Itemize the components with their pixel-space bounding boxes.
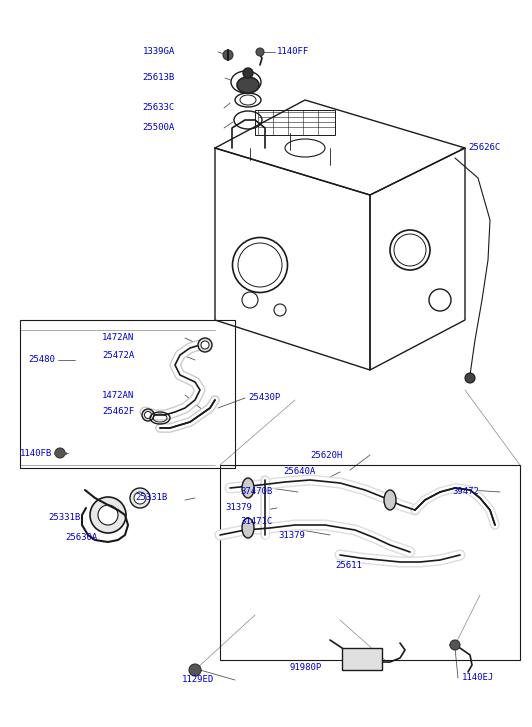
Circle shape (189, 664, 201, 676)
Text: 25500A: 25500A (143, 124, 175, 132)
Ellipse shape (242, 478, 254, 498)
Text: 25620H: 25620H (310, 451, 342, 459)
Ellipse shape (242, 518, 254, 538)
Circle shape (450, 640, 460, 650)
Text: 37470B: 37470B (240, 488, 272, 497)
Circle shape (243, 68, 253, 78)
Ellipse shape (198, 338, 212, 352)
Text: 25430P: 25430P (248, 393, 280, 403)
Ellipse shape (145, 411, 152, 419)
Text: 1140EJ: 1140EJ (462, 673, 494, 683)
Circle shape (130, 488, 150, 508)
Bar (20, 320, 235, 468)
Text: 25626C: 25626C (468, 143, 500, 153)
Text: 1472AN: 1472AN (102, 390, 134, 400)
Circle shape (55, 448, 65, 458)
Ellipse shape (201, 341, 209, 349)
Text: 25611: 25611 (335, 561, 362, 569)
Text: 31379: 31379 (225, 504, 252, 513)
Text: 25331B: 25331B (48, 513, 80, 523)
Bar (342, 648, 382, 670)
Text: 25480: 25480 (28, 356, 55, 364)
Text: 39472: 39472 (452, 488, 479, 497)
Circle shape (223, 50, 233, 60)
Bar (255, 110, 335, 135)
Circle shape (465, 373, 475, 383)
Circle shape (90, 497, 126, 533)
Text: 1140FF: 1140FF (277, 47, 309, 57)
Ellipse shape (231, 71, 261, 93)
Text: 1472AN: 1472AN (102, 334, 134, 342)
Text: 25633C: 25633C (143, 103, 175, 113)
Text: 25613B: 25613B (143, 73, 175, 82)
Circle shape (134, 492, 146, 504)
Text: 31471C: 31471C (240, 518, 272, 526)
Text: 91980P: 91980P (290, 664, 322, 672)
Text: 25472A: 25472A (102, 351, 134, 361)
Ellipse shape (235, 93, 261, 107)
Text: 25462F: 25462F (102, 408, 134, 417)
Text: 1339GA: 1339GA (143, 47, 175, 57)
Text: 1129ED: 1129ED (182, 675, 214, 685)
Ellipse shape (237, 77, 259, 93)
Circle shape (98, 505, 118, 525)
Text: 25331B: 25331B (135, 494, 167, 502)
Ellipse shape (384, 490, 396, 510)
Circle shape (256, 48, 264, 56)
Ellipse shape (142, 409, 154, 421)
Text: 1140FB: 1140FB (20, 449, 52, 457)
Bar (220, 465, 520, 660)
Text: 25630A: 25630A (65, 534, 97, 542)
Text: 31379: 31379 (278, 531, 305, 539)
Text: 25640A: 25640A (283, 467, 315, 476)
